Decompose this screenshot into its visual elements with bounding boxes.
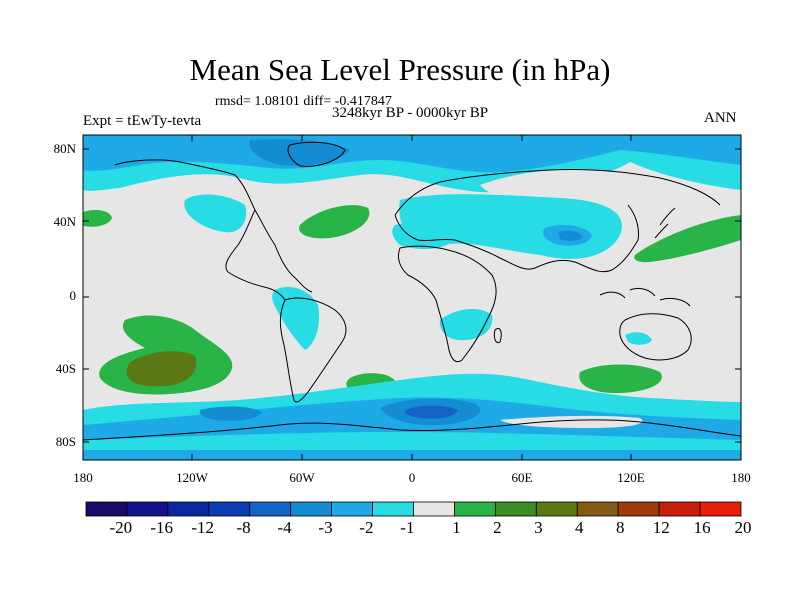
colorbar-swatch-14 <box>658 501 701 517</box>
colorbar-label-10: 3 <box>534 518 543 537</box>
coastlines <box>83 141 741 441</box>
colorbar-label-5: -3 <box>318 518 333 537</box>
colorbar-swatch-13 <box>617 501 660 517</box>
australia-coast <box>619 313 692 361</box>
colorbar-swatch-3 <box>208 501 251 517</box>
colorbar-label-1: -16 <box>150 518 174 537</box>
sahara-cyan-patch <box>392 221 455 250</box>
colorbar-swatch-11 <box>535 501 578 517</box>
colorbar-swatch-0 <box>85 501 128 517</box>
africa-coast <box>397 245 497 363</box>
colorbar-swatch-15 <box>699 501 742 517</box>
colorbar-label-0: -20 <box>109 518 133 537</box>
colorbar-label-8: 1 <box>452 518 461 537</box>
indian-ocean-green <box>579 364 662 394</box>
spacific-olive-core <box>126 351 197 387</box>
tibet-deep-patch <box>558 230 583 242</box>
north-america-coast <box>114 159 313 301</box>
colorbar-label-15: 20 <box>734 518 752 537</box>
colorbar-swatch-1 <box>126 501 169 517</box>
atlantic-cyan-patch <box>184 194 247 233</box>
colorbar-label-9: 2 <box>493 518 502 537</box>
lat-label-eq: 0 <box>69 288 77 303</box>
colorbar-swatches <box>85 501 742 517</box>
lon-label-120e: 120E <box>617 470 645 485</box>
colorbar-label-12: 8 <box>615 518 625 537</box>
arctic-blue-band <box>83 135 741 173</box>
colorbar-label-7: -1 <box>400 518 415 537</box>
lon-label-180w: 180 <box>73 470 93 485</box>
map-title: Mean Sea Level Pressure (in hPa) <box>189 52 611 87</box>
lon-label-60w: 60W <box>289 470 315 485</box>
greenland-deep-blue <box>249 139 350 166</box>
lat-label-80n: 80N <box>53 141 76 156</box>
japan-coast <box>654 207 676 239</box>
natlantic-green <box>299 205 370 239</box>
colorbar-label-4: -4 <box>277 518 292 537</box>
lon-label-120w: 120W <box>176 470 208 485</box>
lat-label-80s: 80S <box>55 434 76 449</box>
colorbar-swatch-4 <box>249 501 292 517</box>
colorbar-label-6: -2 <box>359 518 374 537</box>
npacific-west-green <box>634 215 741 263</box>
colorbar-label-14: 16 <box>693 518 711 537</box>
weddell-navy-core <box>404 405 458 419</box>
siberia-neutral-patch <box>480 168 613 199</box>
colorbar-swatch-10 <box>494 501 537 517</box>
colorbar-label-11: 4 <box>575 518 584 537</box>
colorbar-label-3: -8 <box>236 518 251 537</box>
axis-ticks <box>83 135 741 460</box>
rmsd-diff-stats: rmsd= 1.08101 diff= -0.417847 <box>215 94 392 109</box>
madagascar-coast <box>493 327 502 344</box>
africa-cyan <box>439 308 493 341</box>
time-period-label: 3248kyr BP - 0000kyr BP <box>331 105 489 121</box>
lat-label-40s: 40S <box>55 361 76 376</box>
australia-cyan <box>625 332 652 345</box>
colorbar-swatch-8 <box>413 501 455 517</box>
colorbar-swatch-5 <box>290 501 333 517</box>
ross-deep-blue <box>199 406 262 421</box>
eurasia-coast <box>394 168 721 273</box>
npacific-east-green <box>83 210 112 227</box>
colorbar-swatch-7 <box>372 501 414 517</box>
greenland-coast <box>287 141 346 167</box>
lon-label-60e: 60E <box>511 470 533 485</box>
antarctica-coast <box>83 419 741 441</box>
season-label: ANN <box>704 110 737 126</box>
south-america-coast <box>279 297 347 403</box>
colorbar-swatch-6 <box>331 501 373 517</box>
lat-label-40n: 40N <box>53 214 76 229</box>
antarctic-neutral-strip <box>500 415 643 428</box>
colorbar-swatch-9 <box>454 501 496 517</box>
lon-label-0: 0 <box>408 470 416 485</box>
lon-label-180e: 180 <box>731 470 751 485</box>
experiment-label: Expt = tEwTy-tevta <box>83 113 202 129</box>
colorbar-label-2: -12 <box>191 518 215 537</box>
colorbar-label-13: 12 <box>652 518 670 537</box>
maritime-continent-coast <box>599 287 691 307</box>
colorbar-swatch-12 <box>576 501 619 517</box>
colorbar-swatch-2 <box>167 501 210 517</box>
